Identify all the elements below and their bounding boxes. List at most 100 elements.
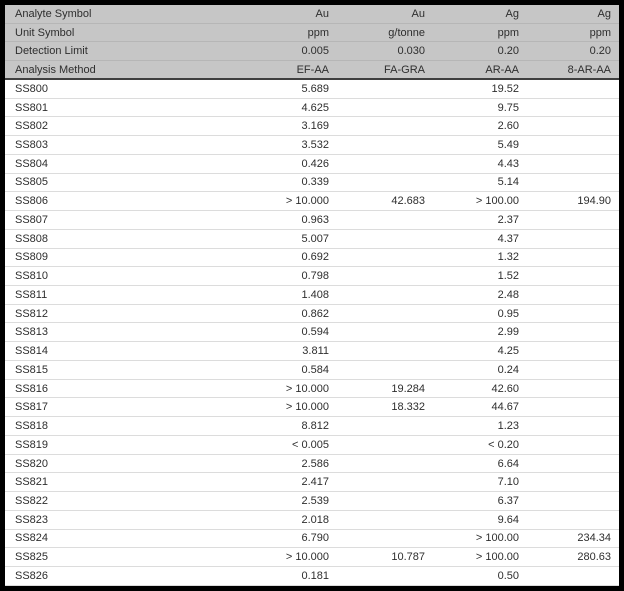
value-cell: 18.332	[391, 401, 425, 414]
value-cell: 194.90	[577, 195, 611, 208]
table-row: SS814 3.811 4.25	[5, 342, 619, 361]
sample-id: SS824	[15, 532, 49, 545]
table-row: SS800 5.689 19.52	[5, 80, 619, 99]
header-label: Analysis Method	[15, 63, 96, 76]
table-row: SS812 0.862 0.95	[5, 305, 619, 324]
table-row: SS808 5.007 4.37	[5, 230, 619, 249]
value-cell: 280.63	[577, 551, 611, 564]
value-cell: > 100.00	[475, 195, 519, 208]
table-row: SS809 0.692 1.32	[5, 249, 619, 268]
value-cell: 2.417	[301, 476, 329, 489]
value-cell: 0.50	[497, 569, 519, 582]
value-cell: 1.23	[497, 420, 519, 433]
table-row: SS825 > 10.000 10.787 > 100.00 280.63	[5, 548, 619, 568]
value-cell: 8.812	[301, 420, 329, 433]
sample-id: SS802	[15, 120, 49, 133]
value-cell: 0.95	[497, 307, 519, 320]
value-cell: 5.14	[497, 176, 519, 189]
sample-id: SS804	[15, 157, 49, 170]
value-cell: 10.787	[391, 551, 425, 564]
value-cell: 1.408	[301, 288, 329, 301]
header-label: Unit Symbol	[15, 26, 75, 39]
value-cell: > 10.000	[285, 382, 329, 395]
value-cell: > 100.00	[475, 532, 519, 545]
sample-id: SS805	[15, 176, 49, 189]
value-cell: 0.181	[301, 569, 329, 582]
sample-id: SS822	[15, 494, 49, 507]
value-cell: < 0.20	[488, 438, 519, 451]
table-row: SS818 8.812 1.23	[5, 417, 619, 436]
value-cell: 9.64	[497, 513, 519, 526]
table-row: SS806 > 10.000 42.683 > 100.00 194.90	[5, 192, 619, 212]
table-row: SS822 2.539 6.37	[5, 492, 619, 511]
value-cell: 6.790	[301, 532, 329, 545]
value-cell: 0.798	[301, 270, 329, 283]
value-cell: > 10.000	[285, 551, 329, 564]
table-row: SS823 2.018 9.64	[5, 511, 619, 530]
table-row: SS810 0.798 1.52	[5, 267, 619, 287]
value-cell: 0.584	[301, 363, 329, 376]
table-row: SS817 > 10.000 18.332 44.67	[5, 398, 619, 418]
value-cell: 5.689	[301, 82, 329, 95]
sample-id: SS817	[15, 401, 49, 414]
sample-id: SS801	[15, 101, 49, 114]
value-cell: 4.43	[497, 157, 519, 170]
header-value: g/tonne	[388, 26, 425, 39]
header-value: 8-AR-AA	[567, 63, 611, 76]
value-cell: 2.37	[497, 213, 519, 226]
header-value: ppm	[497, 26, 519, 39]
table-row: SS821 2.417 7.10	[5, 473, 619, 493]
value-cell: 42.683	[391, 195, 425, 208]
value-cell: > 100.00	[475, 551, 519, 564]
table-row: SS804 0.426 4.43	[5, 155, 619, 174]
value-cell: 7.10	[497, 476, 519, 489]
sample-id: SS826	[15, 569, 49, 582]
header-value: 0.005	[301, 45, 329, 58]
value-cell: 0.692	[301, 251, 329, 264]
value-cell: 4.25	[497, 345, 519, 358]
sample-id: SS800	[15, 82, 49, 95]
header-row: Analysis Method EF-AA FA-GRA AR-AA 8-AR-AA	[5, 61, 619, 80]
value-cell: 1.52	[497, 270, 519, 283]
value-cell: 0.594	[301, 326, 329, 339]
header-value: 0.030	[397, 45, 425, 58]
value-cell: 4.625	[301, 101, 329, 114]
value-cell: 42.60	[491, 382, 519, 395]
sample-id: SS816	[15, 382, 49, 395]
sample-id: SS818	[15, 420, 49, 433]
table-row: SS820 2.586 6.64	[5, 455, 619, 474]
table-row: SS811 1.408 2.48	[5, 286, 619, 305]
header-value: FA-GRA	[384, 63, 425, 76]
header-label: Analyte Symbol	[15, 7, 92, 20]
value-cell: 3.169	[301, 120, 329, 133]
table-row: SS819 < 0.005 < 0.20	[5, 436, 619, 455]
table-row: SS826 0.181 0.50	[5, 567, 619, 586]
value-cell: 19.52	[491, 82, 519, 95]
value-cell: 6.64	[497, 457, 519, 470]
value-cell: 4.37	[497, 232, 519, 245]
value-cell: 0.963	[301, 213, 329, 226]
sample-id: SS819	[15, 438, 49, 451]
table-row: SS803 3.532 5.49	[5, 136, 619, 155]
table-row: SS801 4.625 9.75	[5, 99, 619, 118]
value-cell: < 0.005	[291, 438, 329, 451]
sample-id: SS806	[15, 195, 49, 208]
sample-id: SS809	[15, 251, 49, 264]
header-value: AR-AA	[485, 63, 519, 76]
value-cell: > 10.000	[285, 401, 329, 414]
header-value: EF-AA	[296, 63, 329, 76]
sample-id: SS813	[15, 326, 49, 339]
value-cell: 3.811	[302, 345, 329, 358]
value-cell: 19.284	[391, 382, 425, 395]
header-value: Au	[315, 7, 329, 20]
table-row: SS813 0.594 2.99	[5, 323, 619, 343]
header-value: Ag	[597, 7, 611, 20]
sample-id: SS825	[15, 551, 49, 564]
header-row: Detection Limit 0.005 0.030 0.20 0.20	[5, 42, 619, 62]
value-cell: 0.339	[301, 176, 329, 189]
header-row: Unit Symbol ppm g/tonne ppm ppm	[5, 23, 619, 43]
table-row: SS816 > 10.000 19.284 42.60	[5, 380, 619, 399]
header-value: 0.20	[589, 45, 611, 58]
sample-id: SS812	[15, 307, 49, 320]
value-cell: 44.67	[491, 401, 519, 414]
